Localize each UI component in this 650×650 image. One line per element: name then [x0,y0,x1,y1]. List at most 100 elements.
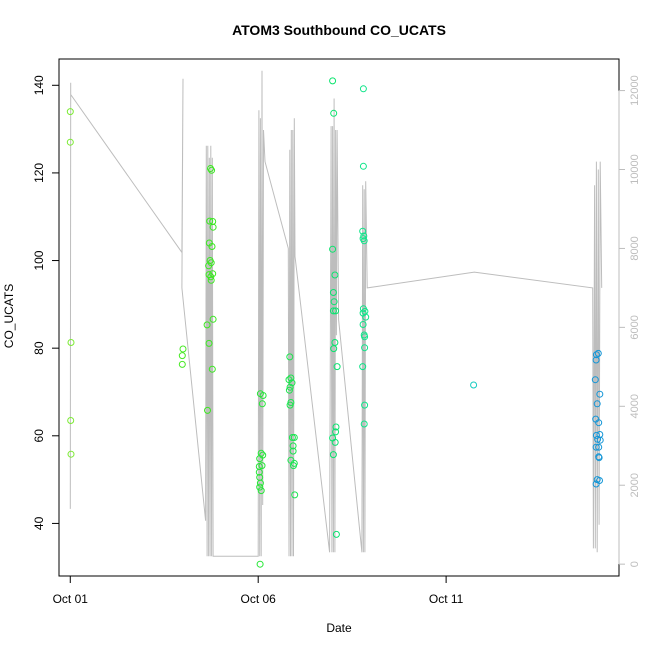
data-point [591,376,599,384]
data-point [592,480,600,488]
data-point [593,400,601,408]
data-point [361,401,369,409]
data-point [289,442,297,450]
data-point [259,392,267,399]
data-point [208,166,216,174]
data-point [361,333,369,341]
y2-tick-label: 4000 [629,394,641,418]
data-point [331,438,339,446]
data-point [207,273,215,281]
data-point [332,423,340,431]
data-point [66,108,74,116]
data-point [359,162,367,170]
data-point [207,276,215,284]
data-point [257,487,265,495]
x-axis: Oct 01 Oct 06 Oct 11 [53,575,464,606]
data-point [360,237,368,245]
data-point [288,379,296,387]
data-point [592,431,600,439]
data-point [592,351,600,359]
data-point [67,450,75,458]
data-point [596,390,604,398]
data-point [286,401,294,409]
y2-tick-label: 8000 [629,236,641,260]
data-point [204,406,211,414]
x-axis-label: Date [326,621,352,635]
data-point [594,349,602,357]
y-tick-label: 60 [32,429,46,443]
data-point [209,315,217,323]
data-point [67,417,75,424]
data-point [207,165,214,172]
data-point [596,436,604,444]
secondary-line [69,70,603,557]
data-point [470,381,478,389]
y2-tick-label: 12000 [629,75,641,106]
y-axis-label: CO_UCATS [2,284,16,348]
data-point [258,400,266,408]
y2-axis: 0 2000 4000 6000 8000 10000 12000 [618,75,641,567]
data-point [330,298,338,306]
y-tick-label: 40 [32,516,46,530]
y2-tick-label: 10000 [629,154,641,185]
data-point [178,360,186,368]
data-point [595,443,603,451]
data-point [256,479,264,487]
data-point [359,85,367,93]
data-point [205,339,213,347]
data-point [331,271,339,279]
data-point [209,223,217,231]
y2-tick-label: 6000 [629,315,641,339]
data-point [329,289,337,296]
data-point [285,386,293,394]
data-point [592,443,600,451]
data-point [360,420,368,428]
data-point [592,356,600,364]
data-point [256,483,264,491]
data-point [329,245,337,253]
data-point [329,307,337,315]
x-tick-label: Oct 06 [241,592,277,606]
data-point [67,339,75,346]
data-point [359,227,367,235]
data-point [287,374,295,382]
data-point [361,344,369,352]
data-point [208,243,216,250]
chart-title: ATOM3 Southbound CO_UCATS [232,22,446,38]
data-points [66,77,604,568]
y-tick-label: 120 [32,163,46,183]
data-point [329,77,337,85]
data-point [255,468,263,476]
data-point [288,434,296,441]
data-point [256,455,264,463]
data-point [286,383,294,391]
data-point [330,345,338,353]
x-tick-label: Oct 11 [429,592,464,606]
data-point [595,454,603,462]
data-point [208,365,216,373]
y-axis: 40 60 80 100 120 140 [32,75,60,530]
data-point [206,217,214,225]
y-tick-label: 140 [32,75,46,95]
data-point [289,447,297,455]
data-point [178,352,186,360]
data-point [291,491,299,499]
data-point [359,321,367,328]
data-point [256,560,264,568]
data-point [290,462,297,470]
data-point [329,451,337,459]
y-tick-label: 80 [32,341,46,355]
data-point [286,353,294,361]
y-tick-label: 100 [32,250,46,270]
y2-tick-label: 2000 [629,473,641,497]
data-point [66,138,74,146]
data-point [332,530,340,538]
data-point [290,434,298,441]
data-point [362,313,370,321]
data-point [179,345,187,353]
data-point [330,109,338,117]
data-point [332,428,340,436]
data-point [359,363,367,371]
secondary-series [69,70,603,557]
